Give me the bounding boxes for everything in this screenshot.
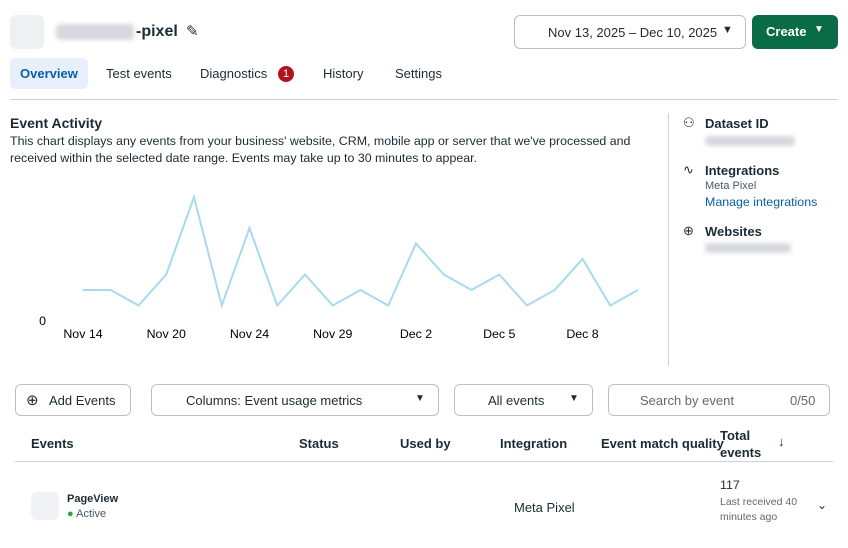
date-picker[interactable]: Nov 13, 2025 – Dec 10, 2025 ▼	[514, 15, 746, 49]
search-placeholder: Search by event	[640, 393, 734, 408]
status-text: Active	[76, 508, 107, 520]
columns-select[interactable]: Columns: Event usage metrics ▼	[151, 384, 439, 416]
icon: ⊕	[683, 223, 694, 238]
column-header: Integration	[500, 436, 568, 451]
last-received: Last received 40 minutes ago	[720, 496, 798, 523]
filter-select[interactable]: All events ▼	[454, 384, 593, 416]
total-cell: 117	[720, 478, 740, 492]
event-icon	[31, 492, 59, 520]
column-header: Total events	[720, 428, 762, 460]
pixel-name: -pixel	[136, 23, 178, 40]
divider	[668, 113, 669, 366]
filter-label: All events	[488, 393, 545, 408]
x-tick-label: Dec 5	[483, 327, 515, 341]
activity-description: This chart displays any events from your…	[10, 134, 631, 165]
divider	[10, 99, 838, 100]
tab[interactable]: Diagnostics	[200, 66, 268, 81]
add-events-button[interactable]: ⊕ Add Events	[15, 384, 131, 416]
create-button[interactable]: Create ▼	[752, 15, 838, 49]
websites-label: Websites	[705, 224, 762, 239]
x-tick-label: Dec 8	[566, 327, 598, 341]
caret: ▼	[569, 393, 579, 404]
badge: 1	[278, 66, 294, 82]
integration-cell: Meta Pixel	[514, 500, 575, 515]
column-header: Event match quality	[601, 436, 724, 451]
column-header: Status	[299, 436, 339, 451]
integration-value: Meta Pixel	[705, 180, 757, 192]
tab[interactable]: Overview	[10, 58, 88, 89]
event-status: ● Active	[67, 508, 107, 520]
x-tick-label: Nov 20	[147, 327, 186, 341]
blurred-id	[705, 136, 795, 146]
integrations-label: Integrations	[705, 163, 780, 178]
event-name: PageView	[67, 493, 119, 505]
pixel-icon	[10, 15, 44, 49]
chart: 0 Nov 14 Nov 20 Nov 24 Nov 29 Dec 2 Dec 5 Dec 8	[39, 193, 639, 341]
create-label: Create	[766, 24, 807, 39]
x-tick-label: Dec 2	[400, 327, 432, 341]
column-header: Used by	[400, 436, 451, 451]
blurred-site	[705, 243, 791, 253]
manage-link[interactable]: Manage integrations	[705, 195, 818, 209]
tab[interactable]: Settings	[395, 66, 442, 81]
caret: ▼	[415, 393, 425, 404]
icon: ⚇	[683, 115, 695, 130]
columns-label: Columns: Event usage metrics	[186, 393, 363, 408]
expand-icon[interactable]: ⌄	[817, 498, 828, 512]
x-tick-label: Nov 24	[230, 327, 269, 341]
add-events-label: Add Events	[49, 393, 116, 408]
plus-icon: ⊕	[26, 392, 39, 409]
date-range: Nov 13, 2025 – Dec 10, 2025	[548, 25, 718, 40]
column-header: Events	[31, 436, 74, 451]
tab[interactable]: History	[323, 66, 364, 81]
x-tick-label: Nov 14	[63, 327, 102, 341]
dataset-id-label: Dataset ID	[705, 116, 769, 131]
activity-title: Event Activity	[10, 115, 103, 131]
sort-icon: ↓	[778, 434, 785, 449]
caret: ▼	[814, 24, 824, 35]
tab[interactable]: Test events	[106, 66, 172, 81]
search-count: 0/50	[790, 393, 816, 408]
blurred-name	[56, 24, 134, 40]
line	[83, 193, 639, 309]
edit-icon[interactable]: ✎	[186, 23, 199, 40]
icon: ∿	[683, 162, 694, 177]
caret: ▼	[722, 24, 733, 36]
y-tick-label: 0	[39, 314, 46, 328]
search-box[interactable]: Search by event 0/50	[608, 384, 830, 416]
divider	[15, 461, 833, 462]
x-tick-label: Nov 29	[313, 327, 352, 341]
